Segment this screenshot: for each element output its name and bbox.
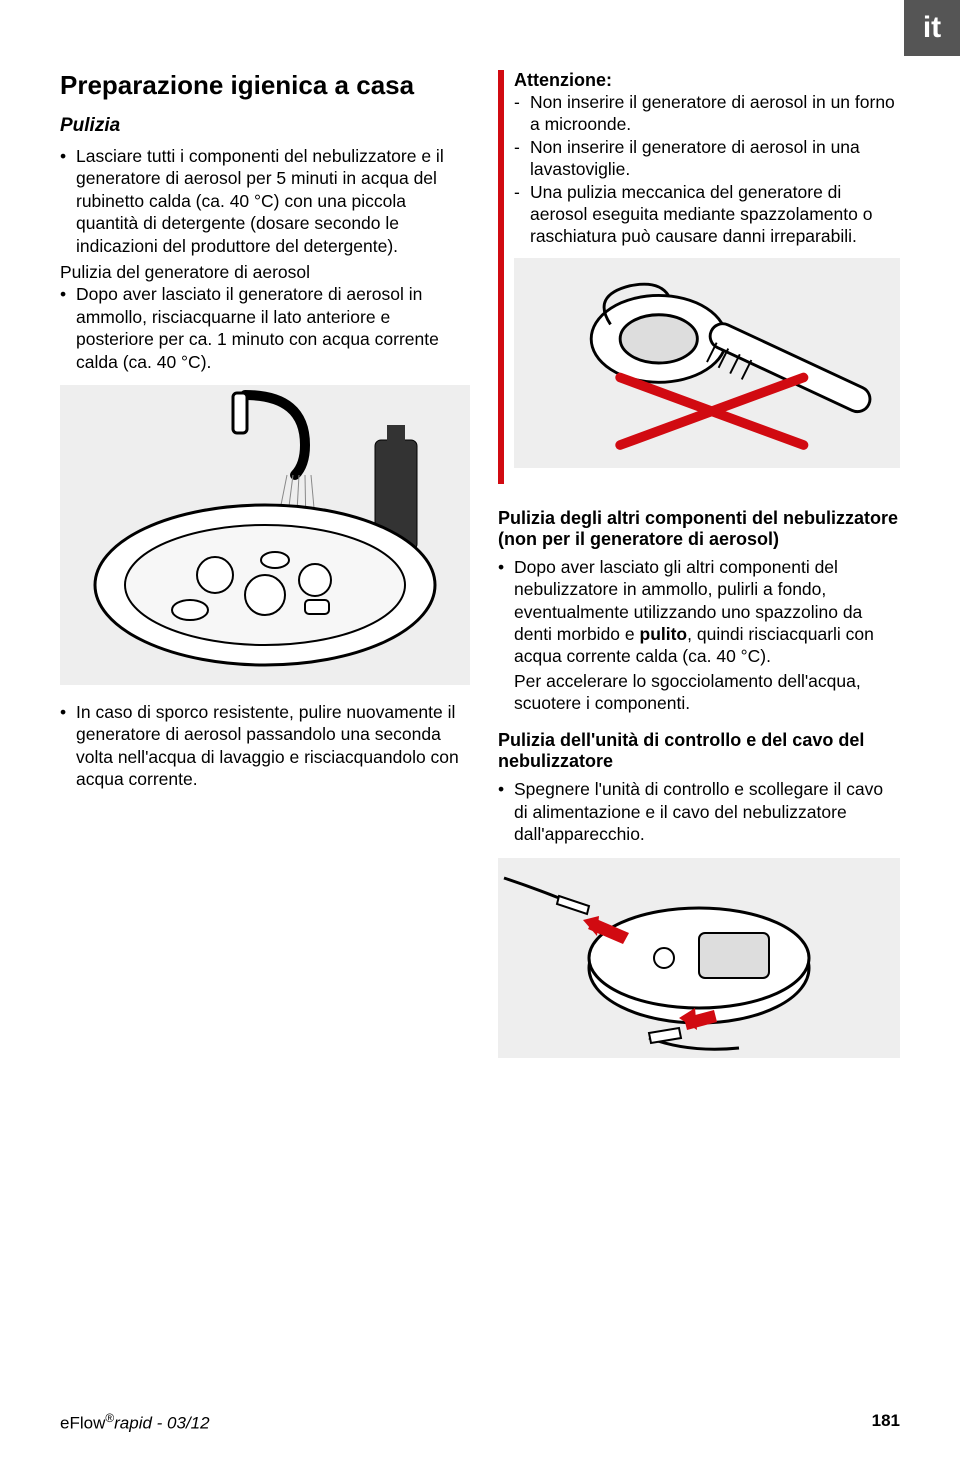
list-item: Spegnere l'unità di controllo e scollega… (498, 778, 900, 845)
bullet-list: Lasciare tutti i componenti del nebulizz… (60, 145, 470, 259)
list-item: Non inserire il generatore di aerosol in… (514, 91, 900, 136)
bullet-list: Dopo aver lasciato gli altri componenti … (498, 556, 900, 717)
text-paragraph: Per accelerare lo sgocciolamento dell'ac… (514, 670, 900, 715)
warning-list: Non inserire il generatore di aerosol in… (514, 91, 900, 248)
page-number: 181 (872, 1411, 900, 1434)
page-footer: eFlow®rapid - 03/12 181 (60, 1411, 900, 1434)
text-run-bold: pulito (640, 624, 688, 644)
section-heading-other-parts: Pulizia degli altri componenti del nebul… (498, 508, 900, 550)
list-item: Una pulizia meccanica del generatore di … (514, 181, 900, 248)
language-tab: it (904, 0, 960, 56)
brand-text: eFlow (60, 1414, 105, 1433)
warning-box: Attenzione: Non inserire il generatore d… (498, 70, 900, 484)
section-subhead-generator: Pulizia del generatore di aerosol (60, 261, 470, 283)
list-item: Dopo aver lasciato il generatore di aero… (60, 283, 470, 373)
list-item: In caso di sporco resistente, pulire nuo… (60, 701, 470, 791)
right-column: Attenzione: Non inserire il generatore d… (498, 70, 900, 1074)
page-content: Preparazione igienica a casa Pulizia Las… (0, 0, 960, 1114)
section-heading-pulizia: Pulizia (60, 115, 470, 137)
left-column: Preparazione igienica a casa Pulizia Las… (60, 70, 470, 1074)
brand-registered: ® (105, 1411, 114, 1425)
figure-sink-rinse (60, 385, 470, 685)
list-item: Non inserire il generatore di aerosol in… (514, 136, 900, 181)
figure-brush-forbidden (514, 258, 900, 468)
bullet-list: In caso di sporco resistente, pulire nuo… (60, 701, 470, 793)
page-title: Preparazione igienica a casa (60, 70, 470, 101)
footer-brand: eFlow®rapid - 03/12 (60, 1411, 210, 1434)
list-item: Dopo aver lasciato gli altri componenti … (498, 556, 900, 715)
brand-text: rapid - 03/12 (114, 1414, 209, 1433)
bullet-list: Spegnere l'unità di controllo e scollega… (498, 778, 900, 847)
warning-heading: Attenzione: (514, 70, 900, 91)
list-item: Lasciare tutti i componenti del nebulizz… (60, 145, 470, 257)
section-heading-control-unit: Pulizia dell'unità di controllo e del ca… (498, 730, 900, 772)
figure-unplug-device (498, 858, 900, 1058)
bullet-list: Dopo aver lasciato il generatore di aero… (60, 283, 470, 375)
